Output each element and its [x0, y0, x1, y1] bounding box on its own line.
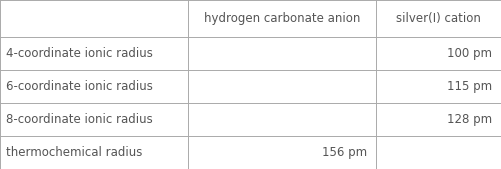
Text: hydrogen carbonate anion: hydrogen carbonate anion: [203, 12, 360, 25]
Text: 115 pm: 115 pm: [447, 80, 492, 93]
Text: 100 pm: 100 pm: [447, 47, 492, 60]
Text: 4-coordinate ionic radius: 4-coordinate ionic radius: [6, 47, 153, 60]
Text: 6-coordinate ionic radius: 6-coordinate ionic radius: [6, 80, 153, 93]
Text: 128 pm: 128 pm: [447, 113, 492, 126]
Text: silver(I) cation: silver(I) cation: [396, 12, 481, 25]
Text: 8-coordinate ionic radius: 8-coordinate ionic radius: [6, 113, 153, 126]
Text: 156 pm: 156 pm: [322, 146, 367, 159]
Text: thermochemical radius: thermochemical radius: [6, 146, 142, 159]
